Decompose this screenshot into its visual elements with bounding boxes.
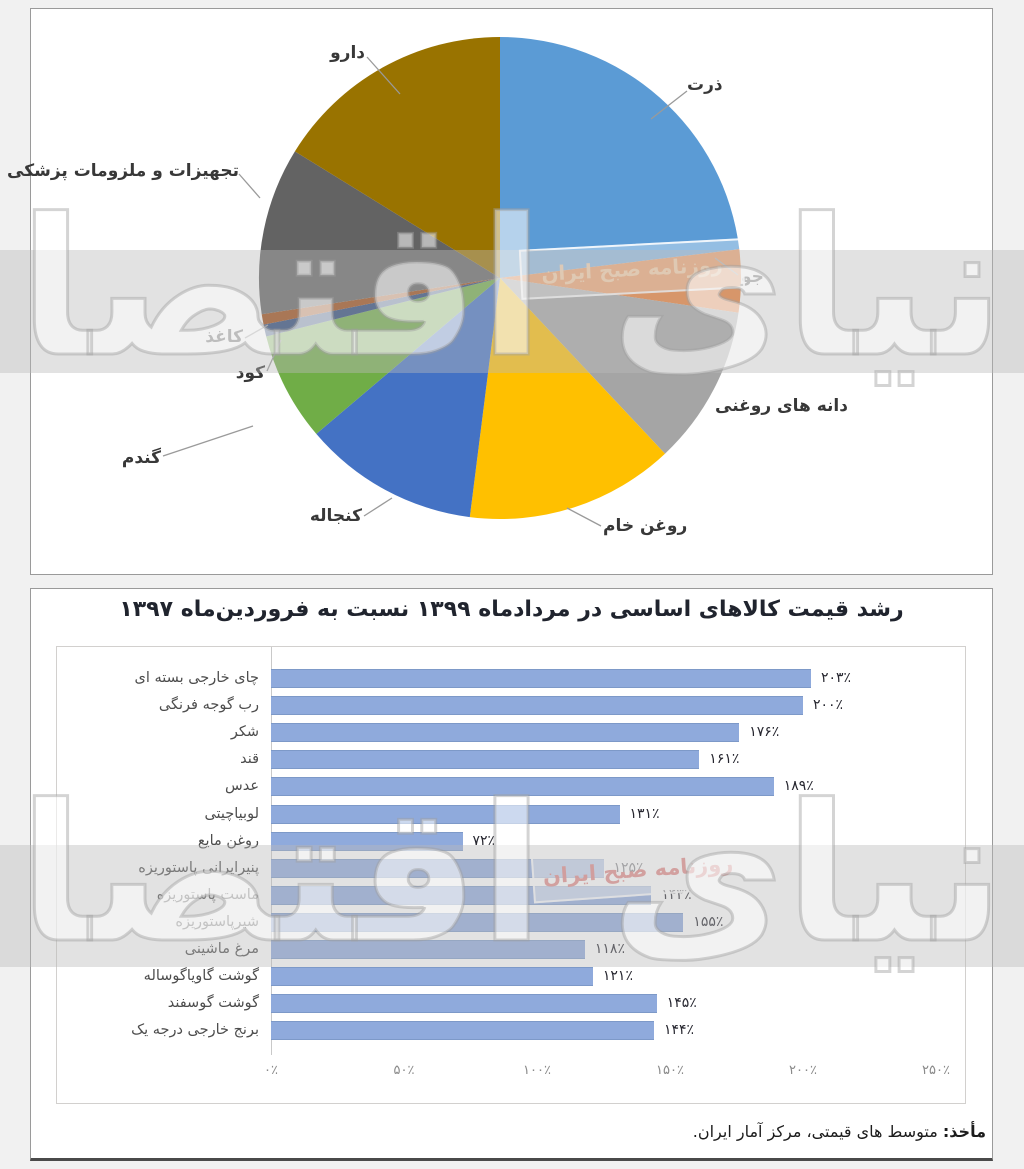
leader-line (162, 425, 254, 457)
category-label: عدس (225, 778, 259, 795)
pie-slice-label: ذرت (687, 75, 723, 95)
pie-slice-2 (500, 278, 739, 454)
bar-7 (271, 858, 604, 878)
category-label: برنج خارجی درجه یک (131, 1022, 259, 1039)
bar-value-label: ۱۱۸٪ (594, 941, 625, 957)
category-label: شیرپاستوریزه (175, 913, 259, 930)
pie-slice-label: گندم (121, 448, 161, 468)
pie-slice-7 (261, 278, 500, 325)
leader-line (266, 339, 282, 372)
pie-slice-label: دارو (330, 43, 365, 63)
source-text: متوسط های قیمتی، مرکز آمار ایران. (692, 1122, 943, 1141)
pie-slice-8 (258, 151, 500, 315)
leader-line (566, 507, 602, 527)
x-axis-tick-label: ۲۵۰٪ (922, 1063, 950, 1078)
pie-slice-label: کنجاله (309, 506, 362, 526)
pie-slice-label: کود (235, 363, 265, 383)
plot-area (56, 646, 966, 1104)
pie-slice-label: تجهیزات و ملزومات پزشکی (7, 161, 239, 181)
bar-value-label: ۱۴۴٪ (664, 1022, 695, 1039)
pie-slice-5 (266, 278, 500, 434)
bar-chart-panel: رشد قیمت کالاهای اساسی در مردادماه ۱۳۹۹ … (30, 588, 993, 1161)
pie-chart-panel: ذرت جو دانه های روغنی روغن خام کنجاله گندم کود… (7, 8, 993, 575)
leader-line (238, 173, 261, 199)
bar-value-label: ۱۵۵٪ (693, 913, 724, 930)
category-label: روغن مایع (197, 832, 259, 849)
leader-line (650, 90, 688, 120)
y-axis-line (271, 647, 272, 1055)
pie-slice-6 (263, 278, 500, 337)
leader-line (363, 497, 393, 517)
bar-value-label: ۱۷۶٪ (749, 724, 780, 741)
pie-slice-label: کاغذ (205, 327, 243, 347)
leader-line (366, 56, 401, 95)
category-label: ماست پاستوریزه (156, 886, 259, 903)
x-axis-tick-label: ۵۰٪ (393, 1063, 415, 1078)
source-note: مأخذ: متوسط های قیمتی، مرکز آمار ایران. (693, 1122, 986, 1141)
bar-5 (271, 804, 620, 824)
leader-line (244, 324, 269, 339)
category-label: قند (240, 751, 259, 768)
pie-slice-label: جو (741, 267, 764, 287)
x-axis-tick-label: ۱۰۰٪ (523, 1063, 551, 1078)
pie-slice-3 (469, 278, 665, 520)
stamp-text: روزنامه صبح ایران (540, 252, 724, 286)
bar-6 (271, 831, 463, 851)
leader-line (714, 257, 739, 276)
bar-value-label: ۷۲٪ (472, 832, 496, 849)
bar-4 (271, 777, 774, 797)
category-label: گوشت گاویاگوساله (143, 968, 259, 985)
category-label: رب گوجه فرنگی (158, 697, 259, 714)
bar-13 (271, 1021, 654, 1041)
bar-value-label: ۱۴۵٪ (666, 995, 697, 1012)
bar-value-label: ۱۶۱٪ (709, 751, 740, 768)
category-label: گوشت گوسفند (167, 995, 259, 1012)
source-label: مأخذ: (942, 1122, 986, 1141)
chart-title: رشد قیمت کالاهای اساسی در مردادماه ۱۳۹۹ … (119, 597, 904, 622)
bar-11 (271, 967, 593, 987)
bar-value-label: ۲۰۳٪ (821, 670, 852, 686)
pie-chart (162, 37, 742, 527)
category-label: شکر (230, 724, 259, 741)
pie-slice-0 (500, 37, 740, 278)
category-label: مرغ ماشینی (184, 941, 259, 957)
x-axis-tick-label: ۰٪ (264, 1063, 278, 1078)
bar-3 (271, 750, 700, 770)
bar-0 (271, 669, 811, 688)
x-axis-tick-label: ۲۰۰٪ (789, 1063, 817, 1078)
bar-10 (271, 940, 585, 959)
bar-9 (271, 912, 684, 932)
bar-value-label: ۱۳۱٪ (629, 805, 660, 822)
pie-slice-4 (316, 278, 500, 518)
pie-slice-label: دانه های روغنی (715, 396, 848, 416)
category-label: چای خارجی بسته ای (134, 670, 260, 686)
bar-1 (271, 696, 803, 716)
bar-12 (271, 994, 657, 1014)
bar-value-label: ۱۲۱٪ (602, 968, 633, 985)
bar-value-label: ۲۰۰٪ (813, 697, 844, 714)
x-axis-tick-label: ۱۵۰٪ (656, 1063, 684, 1078)
category-label: پنیرایرانی پاستوریزه (138, 859, 259, 876)
bar-value-label: ۱۸۹٪ (783, 778, 814, 795)
pie-slice-1 (500, 249, 742, 313)
bar-2 (271, 723, 740, 743)
category-label: لوبیاچیتی (204, 805, 259, 822)
stamp-text: روزنامه صبح ایران (542, 851, 734, 889)
pie-slice-label: روغن خام (603, 516, 688, 536)
pie-slice-9 (294, 37, 500, 278)
